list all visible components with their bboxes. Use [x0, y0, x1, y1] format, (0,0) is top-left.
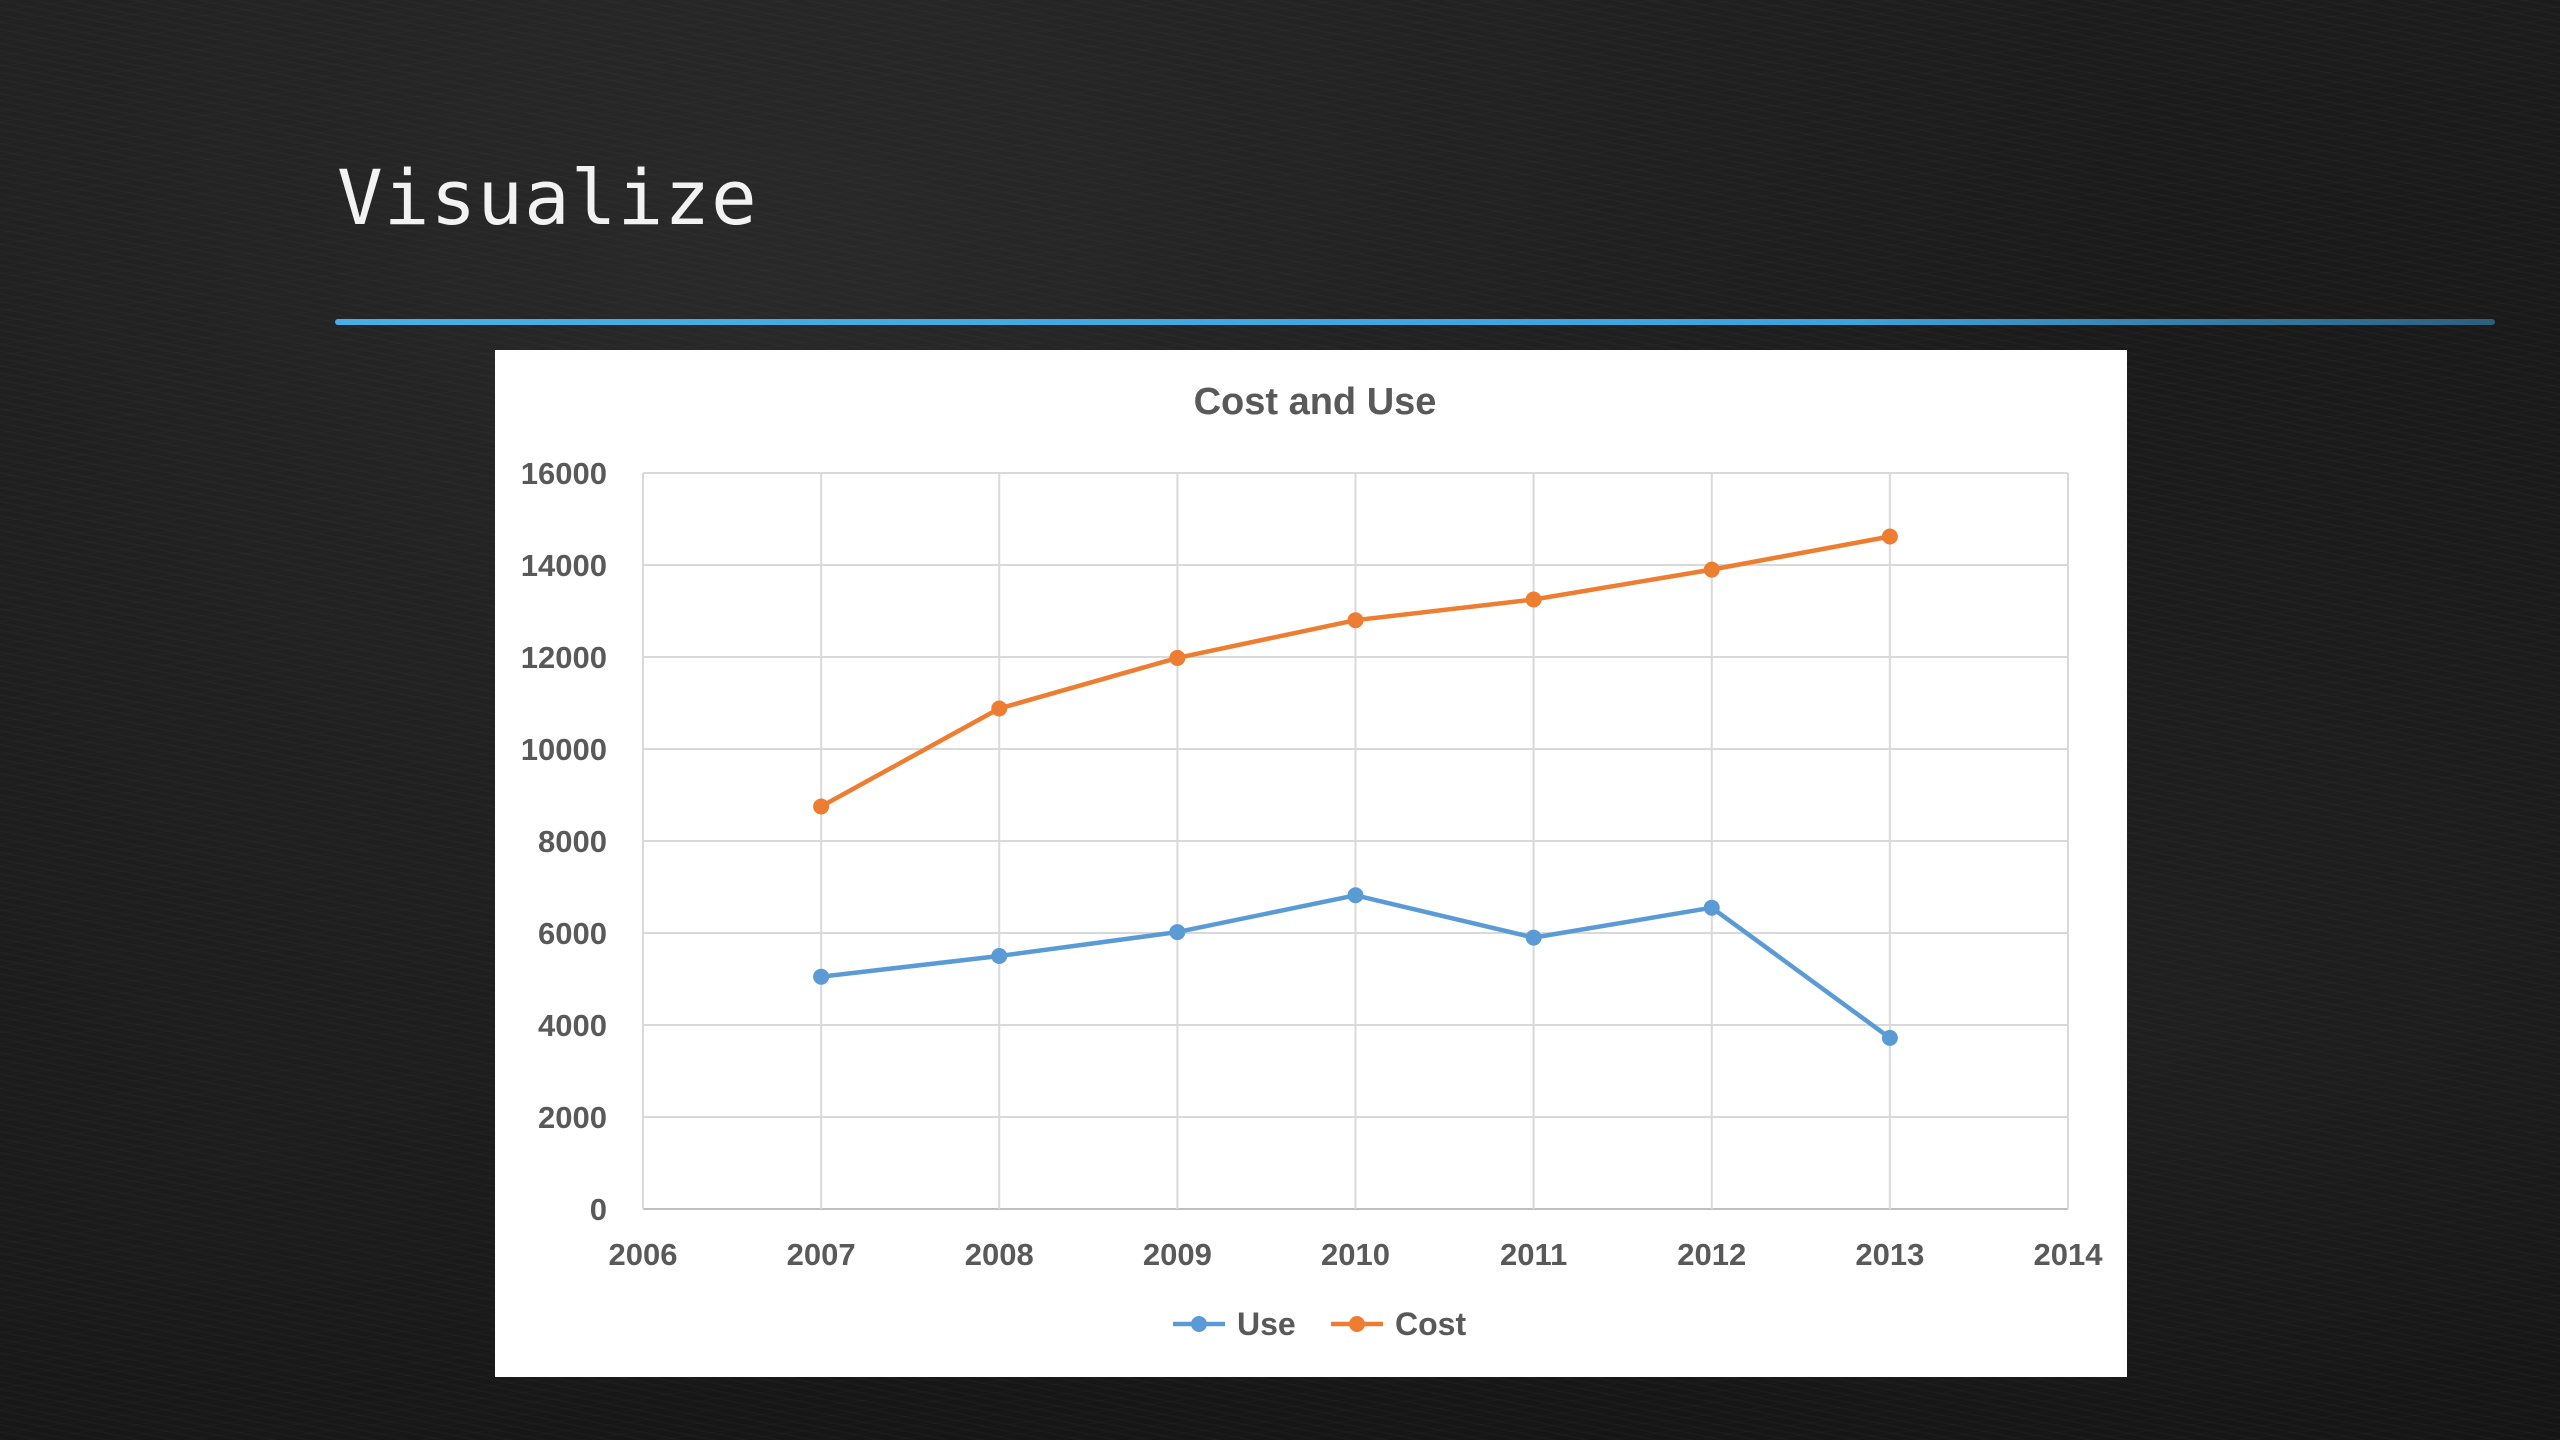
y-tick-label: 16000: [521, 456, 607, 491]
x-tick-label: 2009: [1143, 1237, 1212, 1272]
slide-title: Visualize: [337, 153, 758, 242]
x-tick-label: 2014: [2034, 1237, 2104, 1272]
y-tick-label: 4000: [538, 1008, 607, 1043]
data-point-use: [1881, 1029, 1898, 1046]
axis-labels: 0 2000 4000 6000 8000 10000 12000 14000 16000 200…: [521, 456, 2103, 1272]
title-underline: [335, 319, 2495, 325]
legend: Use Cost: [1173, 1306, 1466, 1342]
y-tick-label: 0: [590, 1192, 607, 1227]
line-chart: Cost and Use 0 2000 4000 6000 8000 10000 12000…: [521, 381, 2103, 1342]
x-tick-label: 2008: [965, 1237, 1034, 1272]
y-tick-label: 6000: [538, 916, 607, 951]
data-point-cost: [1881, 528, 1898, 545]
data-point-use: [1703, 899, 1720, 916]
legend-label-cost: Cost: [1395, 1306, 1466, 1342]
data-point-cost: [1169, 649, 1186, 666]
x-tick-label: 2011: [1500, 1237, 1567, 1272]
data-point-cost: [1525, 591, 1542, 608]
data-point-cost: [991, 700, 1008, 717]
data-point-use: [813, 968, 830, 985]
y-tick-label: 2000: [538, 1100, 607, 1135]
y-tick-label: 10000: [521, 732, 607, 767]
legend-swatch-marker: [1349, 1316, 1365, 1332]
series-layer: [813, 528, 1898, 1046]
data-point-use: [991, 948, 1008, 964]
x-tick-label: 2012: [1677, 1237, 1746, 1272]
data-point-cost: [1703, 561, 1720, 578]
data-point-use: [1525, 929, 1542, 946]
x-tick-label: 2013: [1855, 1237, 1924, 1272]
x-tick-label: 2006: [609, 1237, 678, 1272]
x-tick-label: 2007: [787, 1237, 856, 1272]
data-point-use: [1347, 887, 1364, 904]
chart-title: Cost and Use: [1194, 381, 1437, 423]
data-point-cost: [813, 798, 830, 815]
x-tick-label: 2010: [1321, 1237, 1390, 1272]
legend-label-use: Use: [1237, 1306, 1296, 1342]
y-tick-label: 8000: [538, 824, 607, 859]
y-tick-label: 12000: [521, 640, 607, 675]
data-point-use: [1169, 924, 1186, 941]
y-tick-label: 14000: [521, 548, 607, 583]
grid-layer: [642, 472, 2069, 1210]
chart-card: Cost and Use 0 2000 4000 6000 8000 10000 12000…: [495, 350, 2127, 1377]
legend-swatch-marker: [1191, 1316, 1207, 1332]
data-point-cost: [1347, 612, 1364, 629]
